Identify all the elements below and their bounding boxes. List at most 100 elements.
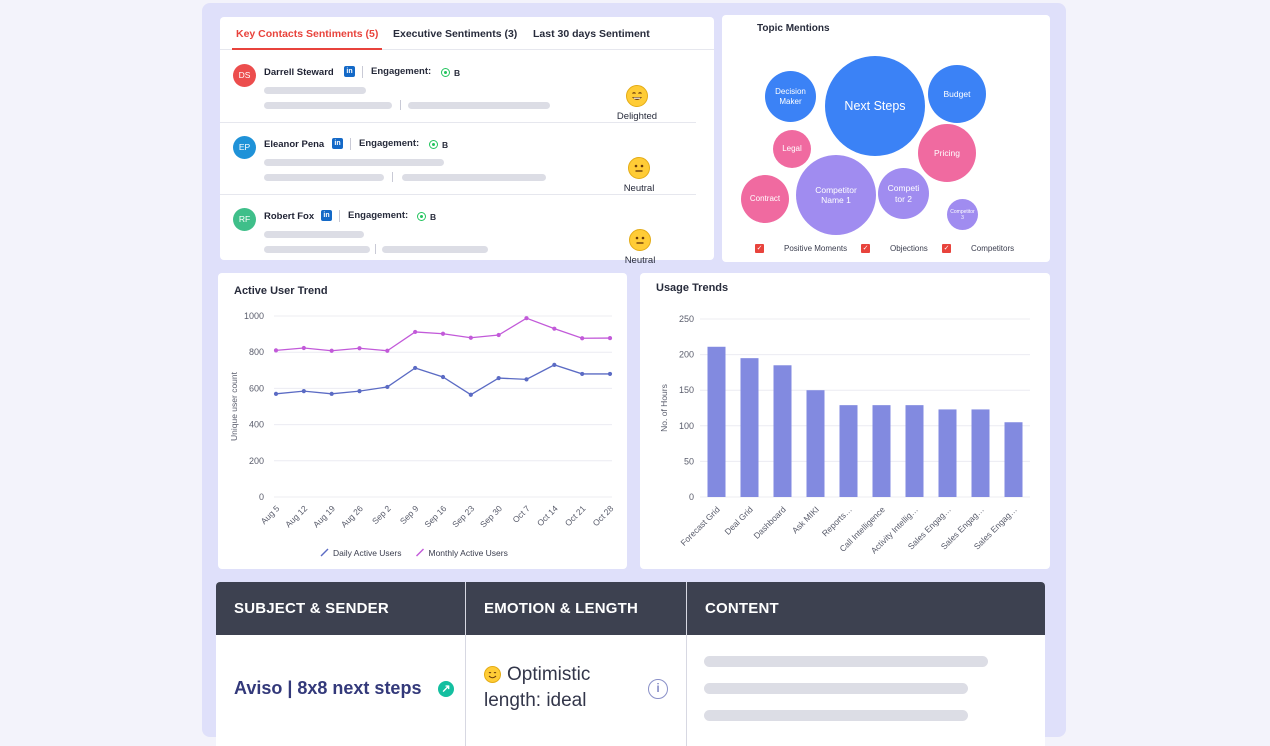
active-user-trend-card: Active User Trend 0 200 400 600 800 1000 Uniqu…: [218, 273, 627, 569]
series-line: [275, 364, 610, 396]
x-tick-label: Aug 19: [311, 503, 337, 529]
y-tick-label: 50: [684, 456, 694, 466]
y-tick-label: 0: [689, 492, 694, 502]
optimistic-emoji-icon: [484, 666, 501, 683]
data-point: [301, 389, 306, 394]
topic-bubble-next-steps[interactable]: Next Steps: [825, 56, 925, 156]
x-tick-label: Deal Grid: [722, 504, 755, 537]
divider: [362, 66, 363, 78]
usage-trends-card: Usage Trends 0 50 100 150 200 250 No. of Hours…: [640, 273, 1050, 569]
linkedin-icon[interactable]: in: [344, 66, 355, 77]
legend-label: Daily Active Users: [333, 548, 402, 558]
contact-row[interactable]: EP Eleanor Pena in Engagement: B Neutral: [220, 123, 696, 195]
emotion-value: Optimistic: [507, 664, 591, 685]
topic-bubble-competitor-2[interactable]: Competi tor 2: [878, 168, 929, 219]
engagement-grade: B: [430, 212, 437, 222]
placeholder-bar: [402, 174, 546, 181]
positive-moments-checkbox[interactable]: ✓: [755, 244, 764, 253]
engagement-status-icon: [429, 140, 438, 149]
delighted-emoji-icon: [626, 85, 648, 107]
topic-bubble-contract[interactable]: Contract: [741, 175, 789, 223]
divider: [339, 210, 340, 222]
data-point: [496, 375, 501, 381]
neutral-emoji-icon: [628, 157, 650, 179]
bar: [707, 346, 726, 497]
active-tab-indicator: [232, 48, 382, 50]
chart-title: Usage Trends: [656, 282, 729, 294]
legend-label: Positive Moments: [784, 244, 848, 253]
x-tick-label: Aug 12: [283, 503, 309, 529]
contact-name[interactable]: Eleanor Pena: [264, 139, 325, 150]
column-divider: [686, 582, 687, 746]
bar: [905, 405, 924, 497]
topic-bubble-competitor-1[interactable]: Competitor Name 1: [796, 155, 876, 235]
data-point: [524, 377, 529, 382]
x-tick-label: Oct 14: [535, 503, 560, 528]
x-tick-label: Reports…: [820, 504, 854, 538]
info-icon[interactable]: i: [648, 679, 668, 699]
tab-last-30-days[interactable]: Last 30 days Sentiment: [533, 28, 650, 40]
bar: [938, 409, 957, 497]
sentiment-label: Neutral: [623, 183, 655, 194]
x-tick-label: Forecast Grid: [678, 504, 722, 548]
bar: [1004, 422, 1023, 497]
data-point: [580, 371, 585, 377]
tab-executive[interactable]: Executive Sentiments (3): [393, 28, 518, 40]
tab-key-contacts[interactable]: Key Contacts Sentiments (5): [236, 28, 379, 40]
y-tick-label: 400: [249, 420, 264, 430]
data-point: [607, 371, 613, 377]
bar: [773, 365, 792, 497]
data-point: [357, 346, 362, 351]
linkedin-icon[interactable]: in: [332, 138, 343, 149]
data-point: [468, 335, 473, 340]
data-point: [329, 391, 334, 396]
topic-bubble-pricing[interactable]: Pricing: [918, 124, 976, 182]
email-table: SUBJECT & SENDER EMOTION & LENGTH CONTEN…: [216, 582, 1045, 746]
x-tick-label: Sep 23: [450, 503, 476, 529]
avatar: RF: [233, 208, 256, 231]
data-point: [413, 329, 418, 335]
contact-name[interactable]: Robert Fox: [264, 211, 315, 222]
engagement-label: Engagement:: [348, 210, 409, 221]
linkedin-icon[interactable]: in: [321, 210, 332, 221]
engagement-status-icon: [417, 212, 426, 221]
legend-label: Competitors: [971, 244, 1015, 253]
divider: [392, 172, 393, 182]
contact-row[interactable]: RF Robert Fox in Engagement: B Neutral: [220, 195, 696, 267]
y-tick-label: 0: [259, 492, 264, 502]
topic-bubble-legal[interactable]: Legal: [773, 130, 811, 168]
data-point: [496, 332, 501, 338]
data-point: [468, 392, 473, 397]
column-divider: [465, 582, 466, 746]
contact-row[interactable]: DS Darrell Steward in Engagement: B Deli…: [220, 51, 696, 123]
engagement-label: Engagement:: [371, 66, 432, 77]
legend-label: Objections: [890, 244, 928, 253]
data-point: [273, 391, 279, 396]
topic-bubble-decision-maker[interactable]: Decision Maker: [765, 71, 816, 122]
engagement-status-icon: [441, 68, 450, 77]
data-point: [385, 384, 390, 390]
objections-checkbox[interactable]: ✓: [861, 244, 870, 253]
y-tick-label: 100: [679, 421, 694, 431]
placeholder-bar: [264, 174, 384, 181]
topic-bubble-competitor-3[interactable]: Competitor 3: [947, 199, 978, 230]
neutral-emoji-icon: [629, 229, 651, 251]
topic-mentions-card: Topic Mentions Next Steps Decision Maker…: [722, 15, 1050, 262]
competitors-checkbox[interactable]: ✓: [942, 244, 951, 253]
topic-bubble-budget[interactable]: Budget: [928, 65, 986, 123]
email-subject-link[interactable]: Aviso | 8x8 next steps: [234, 678, 422, 698]
placeholder-bar: [264, 102, 392, 109]
data-point: [413, 365, 418, 371]
bar: [872, 405, 891, 497]
placeholder-bar: [264, 159, 444, 166]
sentiment-label: Neutral: [624, 255, 656, 266]
data-point: [607, 335, 613, 341]
bar: [839, 405, 858, 497]
external-link-icon[interactable]: ↗: [438, 681, 454, 697]
x-tick-label: Oct 21: [563, 503, 588, 528]
x-tick-label: Aug 5: [259, 503, 282, 526]
x-tick-label: Oct 7: [510, 503, 532, 525]
avatar: DS: [233, 64, 256, 87]
contact-name[interactable]: Darrell Steward: [264, 67, 334, 78]
length-value: length: ideal: [484, 690, 587, 711]
